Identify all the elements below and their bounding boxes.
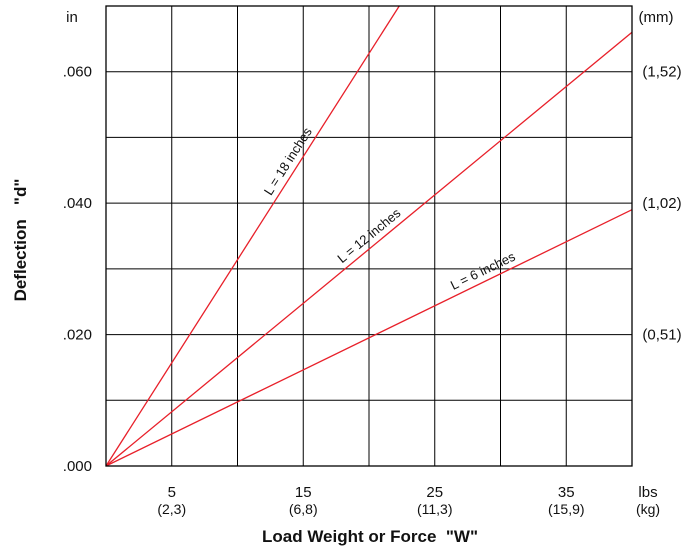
y-axis-title: Deflection "d" xyxy=(11,179,30,302)
y2-tick-label: (1,02) xyxy=(642,195,681,212)
series-line-3 xyxy=(106,209,632,466)
x-tick-sublabel: (2,3) xyxy=(157,501,186,517)
series-label-1: L = 18 inches xyxy=(261,124,315,198)
x-tick-sublabel: (15,9) xyxy=(548,501,585,517)
x-tick-label: 5 xyxy=(168,484,176,501)
y-tick-label: .000 xyxy=(63,458,92,475)
y-tick-label: .040 xyxy=(63,195,92,212)
x-tick-sublabel: (11,3) xyxy=(417,501,453,517)
x-tick-label: 25 xyxy=(426,484,443,501)
y2-unit-label: (mm) xyxy=(639,9,674,26)
y-unit-label: in xyxy=(66,9,78,26)
plot-border xyxy=(105,5,633,467)
x-tick-label: 35 xyxy=(558,484,575,501)
x-tick-label: 15 xyxy=(295,484,312,501)
plot-frame xyxy=(105,5,633,467)
y2-tick-label: (1,52) xyxy=(642,64,681,81)
series-line-2 xyxy=(106,31,632,466)
x-unit-secondary-label: (kg) xyxy=(636,501,660,517)
series-line-1 xyxy=(106,6,400,466)
y2-tick-label: (0,51) xyxy=(642,327,681,344)
x-axis-title: Load Weight or Force "W" xyxy=(262,527,478,546)
series-lines xyxy=(106,6,632,466)
y-tick-label: .060 xyxy=(63,64,92,81)
x-tick-sublabel: (6,8) xyxy=(289,501,318,517)
y-tick-label: .020 xyxy=(63,327,92,344)
x-unit-label: lbs xyxy=(638,484,657,501)
